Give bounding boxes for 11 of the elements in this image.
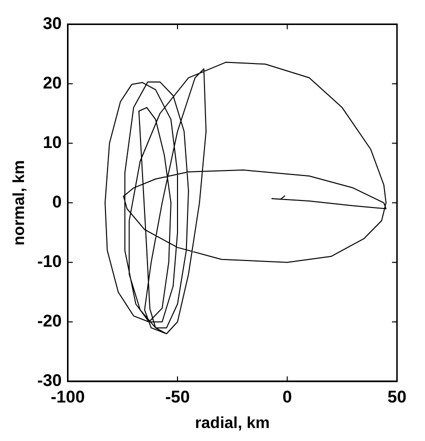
y-tick-label: 10 [42,132,62,152]
x-tick-label: 50 [388,387,406,406]
y-axis-title: normal, km [11,160,28,246]
y-tick-label: -20 [37,312,62,331]
x-tick-label: -50 [165,387,190,406]
y-tick-label: -10 [37,252,62,272]
y-tick-label: 30 [42,14,62,33]
x-tick-label: 0 [282,387,292,406]
y-tick-label: 20 [42,73,62,92]
x-axis-title: radial, km [195,414,270,432]
y-tick-label: 0 [52,192,62,212]
